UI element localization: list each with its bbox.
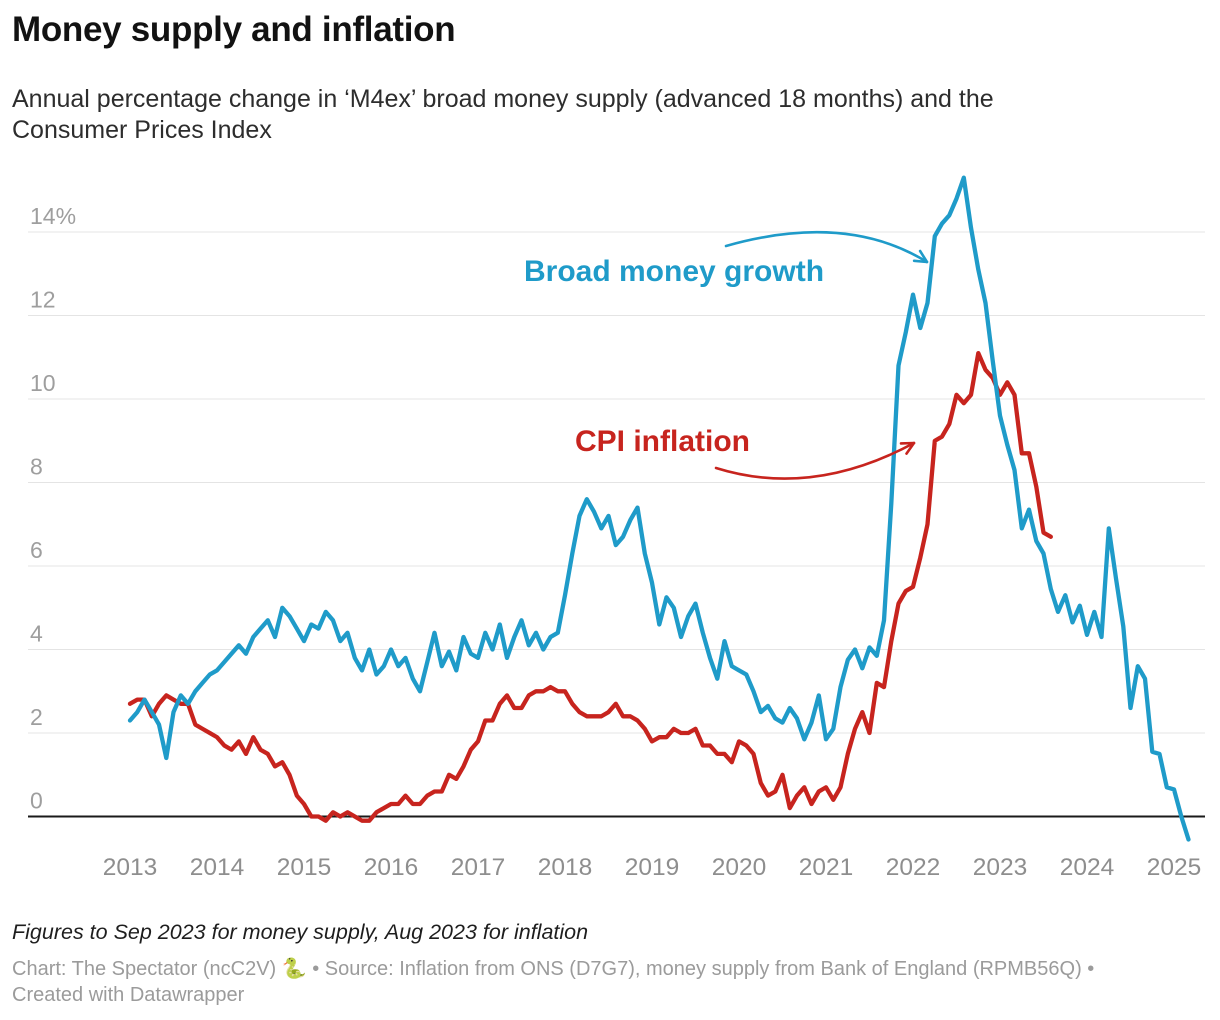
y-tick-label: 0 bbox=[30, 788, 43, 814]
x-tick-label: 2023 bbox=[973, 854, 1028, 881]
annotation-cpi-label: CPI inflation bbox=[575, 425, 750, 458]
y-tick-label: 2 bbox=[30, 704, 43, 730]
y-tick-label: 14% bbox=[30, 203, 76, 229]
series-line-cpi-inflation bbox=[127, 350, 1053, 823]
y-tick-label: 6 bbox=[30, 537, 43, 563]
annotation-broad-money-label: Broad money growth bbox=[524, 255, 825, 288]
x-tick-label: 2020 bbox=[712, 854, 767, 881]
y-tick-label: 10 bbox=[30, 370, 56, 396]
cpi-arrow bbox=[714, 441, 916, 480]
x-tick-label: 2016 bbox=[364, 854, 419, 881]
y-tick-label: 8 bbox=[30, 454, 43, 480]
footnote: Figures to Sep 2023 for money supply, Au… bbox=[12, 920, 589, 944]
x-tick-label: 2013 bbox=[103, 854, 158, 881]
y-tick-label: 12 bbox=[30, 287, 56, 313]
x-tick-label: 2022 bbox=[886, 854, 941, 881]
y-tick-label: 4 bbox=[30, 621, 43, 647]
x-tick-label: 2014 bbox=[190, 854, 245, 881]
x-tick-label: 2025 bbox=[1147, 854, 1202, 881]
broad-money-arrow bbox=[724, 230, 929, 264]
x-tick-label: 2021 bbox=[799, 854, 854, 881]
cpi-arrow-head bbox=[899, 441, 916, 455]
attribution-line-1: Chart: The Spectator (ncC2V) 🐍 • Source:… bbox=[12, 958, 1095, 980]
chart-subtitle-line-2: Consumer Prices Index bbox=[12, 116, 272, 144]
chart-subtitle-line-1: Annual percentage change in ‘M4ex’ broad… bbox=[12, 85, 994, 113]
x-tick-label: 2015 bbox=[277, 854, 332, 881]
broad-money-arrow-head bbox=[912, 249, 929, 264]
chart-title: Money supply and inflation bbox=[12, 10, 456, 49]
chart-subtitle: Annual percentage change in ‘M4ex’ broad… bbox=[12, 84, 994, 146]
x-tick-label: 2018 bbox=[538, 854, 593, 881]
attribution: Chart: The Spectator (ncC2V) 🐍 • Source:… bbox=[12, 956, 1094, 1008]
x-tick-label: 2024 bbox=[1060, 854, 1115, 881]
series-line-broad-money-growth bbox=[127, 175, 1191, 842]
x-tick-label: 2019 bbox=[625, 854, 680, 881]
attribution-line-2: Created with Datawrapper bbox=[12, 984, 245, 1006]
x-tick-label: 2017 bbox=[451, 854, 506, 881]
